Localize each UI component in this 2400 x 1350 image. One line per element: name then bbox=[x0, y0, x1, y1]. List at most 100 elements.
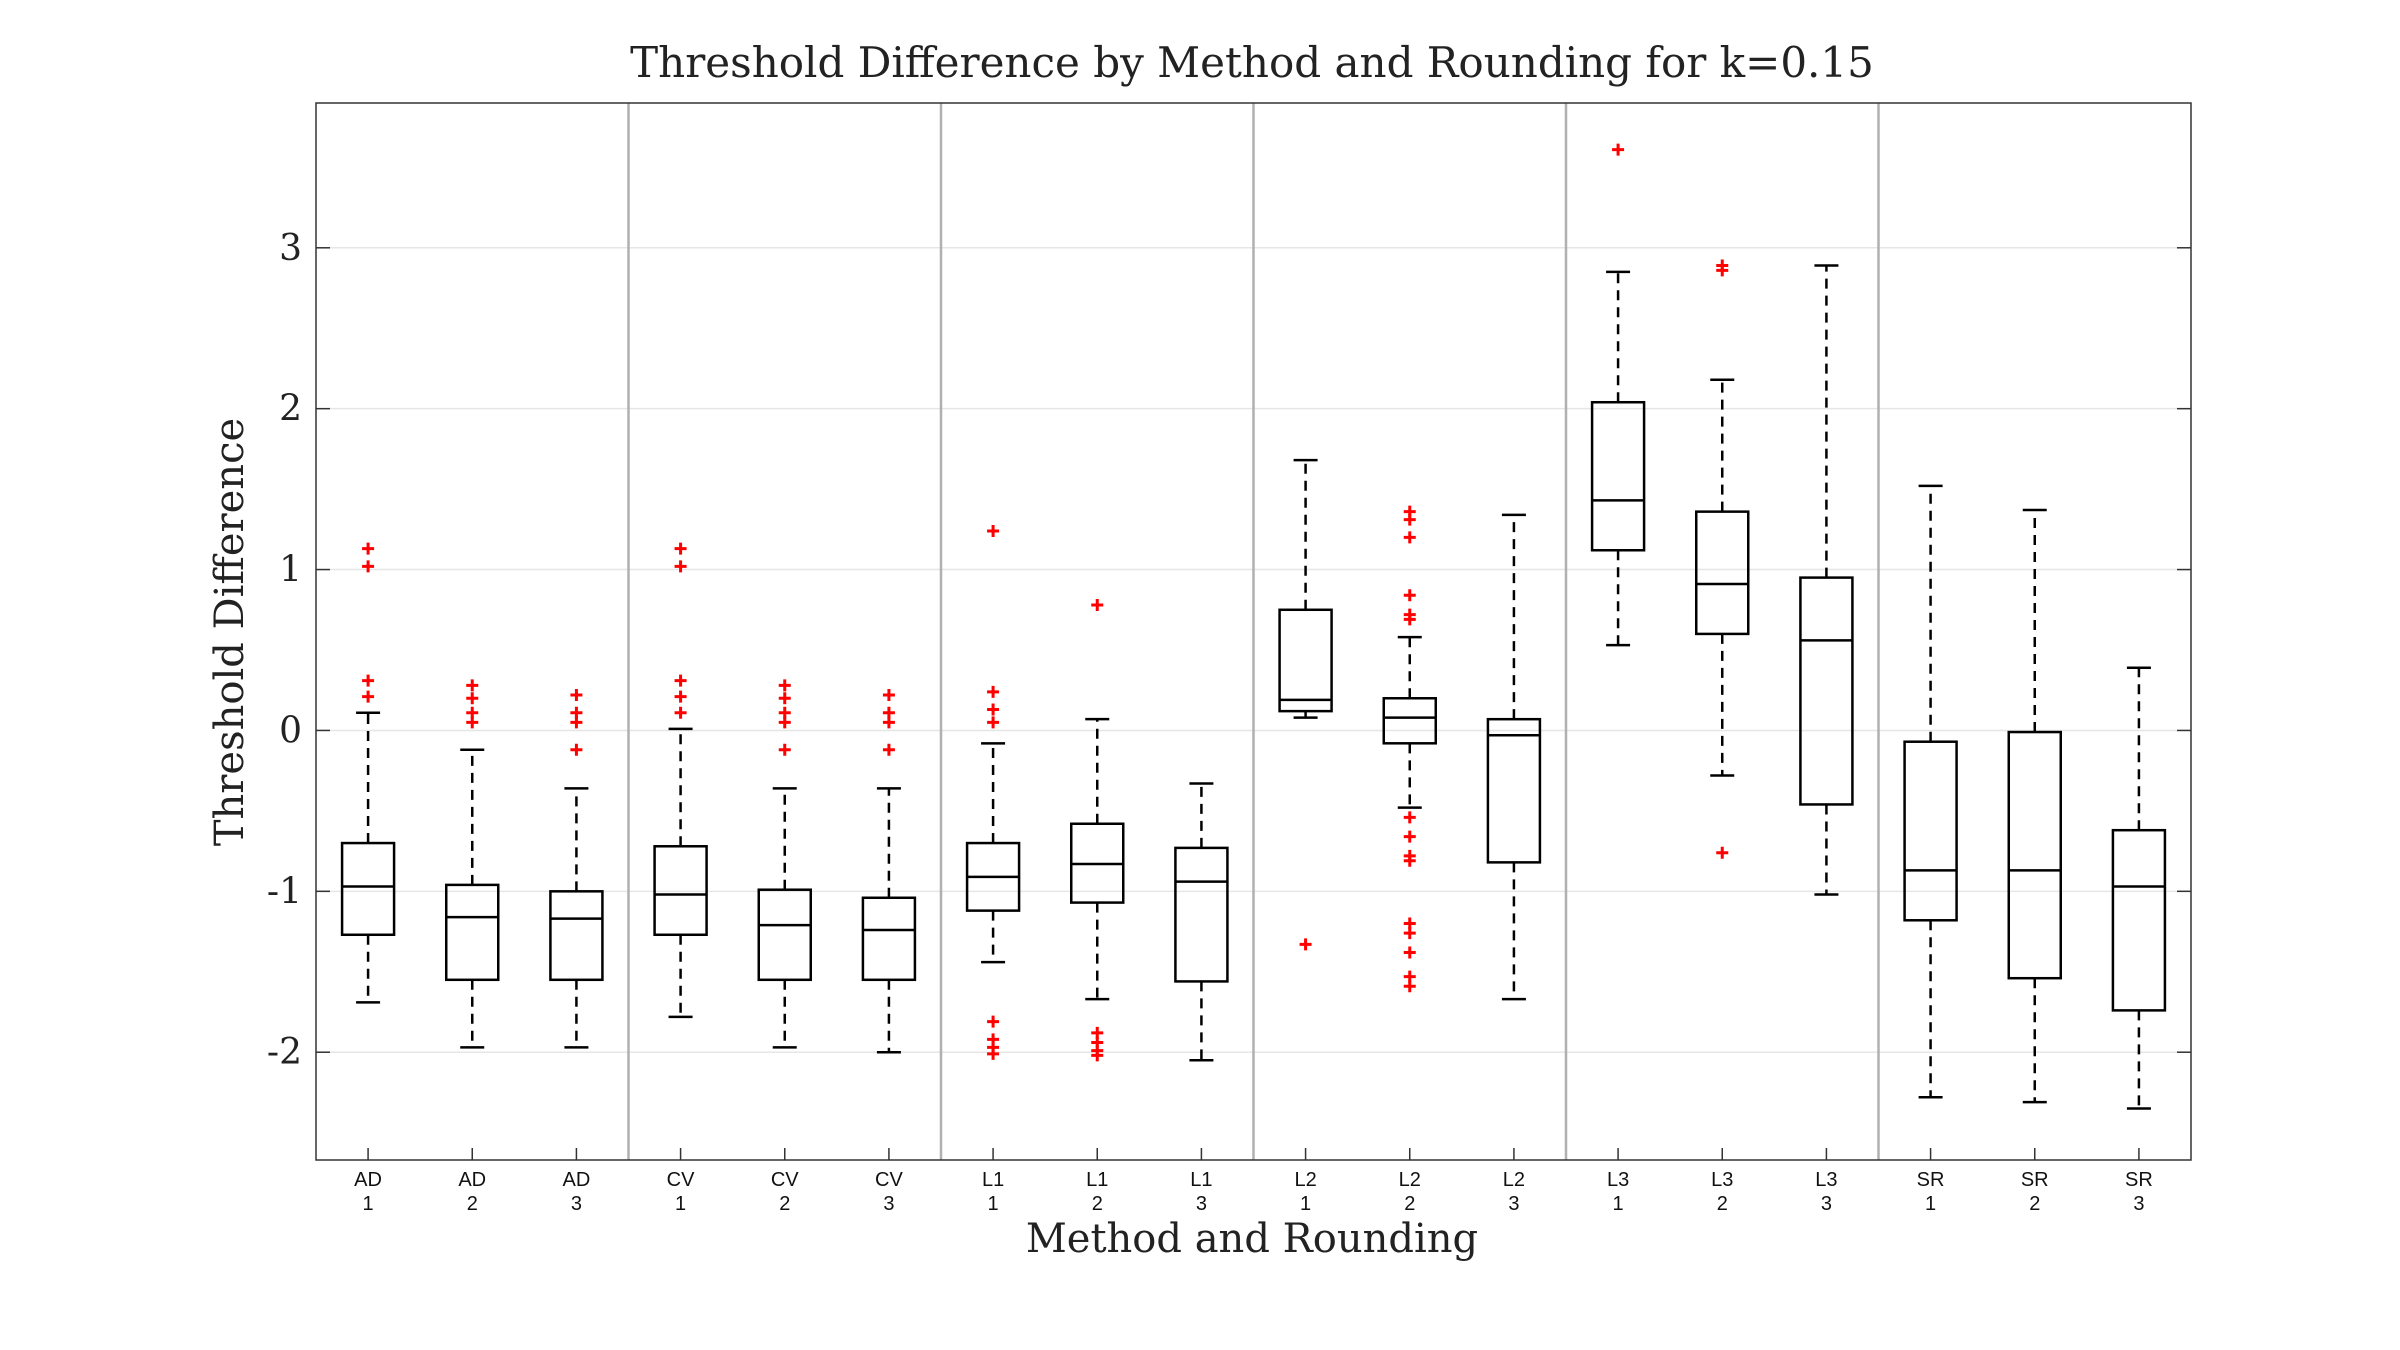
box-iqr bbox=[2111, 828, 2167, 1012]
outlier-marker bbox=[1403, 854, 1416, 867]
outlier-marker bbox=[1403, 946, 1416, 959]
outlier-marker bbox=[987, 716, 1000, 729]
box-ad-1 bbox=[340, 542, 396, 1004]
box-l3-3 bbox=[1799, 264, 1854, 896]
box-iqr bbox=[1278, 608, 1333, 713]
outlier-marker bbox=[570, 689, 583, 702]
outlier-marker bbox=[1612, 143, 1625, 156]
x-tick-label-method: AD bbox=[458, 1169, 486, 1191]
x-tick-label-rounding: 1 bbox=[988, 1193, 999, 1215]
y-tick-label: 0 bbox=[279, 710, 302, 751]
plot-frame bbox=[315, 102, 2192, 1161]
box-iqr bbox=[1903, 740, 1958, 922]
x-tick-label-method: CV bbox=[667, 1169, 695, 1191]
box-iqr bbox=[1174, 846, 1229, 983]
x-tick-label-rounding: 3 bbox=[883, 1193, 894, 1215]
x-tick-label-rounding: 3 bbox=[1821, 1193, 1832, 1215]
x-tick-label-method: CV bbox=[771, 1169, 799, 1191]
box-iqr bbox=[653, 845, 708, 937]
x-tick-label-rounding: 2 bbox=[1717, 1193, 1728, 1215]
y-axis-ticks: -2 -1 0 1 2 3 bbox=[267, 228, 2191, 1073]
outlier-marker bbox=[987, 524, 1000, 537]
x-tick-label-rounding: 2 bbox=[467, 1193, 478, 1215]
x-axis-label: Method and Rounding bbox=[1026, 1216, 1478, 1262]
x-tick-label-method: L1 bbox=[1190, 1169, 1212, 1191]
x-tick-label-method: L3 bbox=[1607, 1169, 1629, 1191]
box-l1-3 bbox=[1174, 782, 1229, 1062]
y-tick-label: 1 bbox=[279, 550, 302, 591]
outlier-marker bbox=[1091, 598, 1104, 611]
outlier-marker bbox=[674, 690, 687, 703]
box-l2-1 bbox=[1278, 458, 1333, 951]
outlier-marker bbox=[1403, 830, 1416, 843]
x-tick-label-method: L3 bbox=[1815, 1169, 1837, 1191]
outlier-marker bbox=[1403, 589, 1416, 602]
x-tick-label-rounding: 2 bbox=[779, 1193, 790, 1215]
group-separators bbox=[627, 103, 1880, 1160]
x-tick-label-rounding: 1 bbox=[1613, 1193, 1624, 1215]
outlier-marker bbox=[987, 1047, 1000, 1060]
outlier-marker bbox=[570, 716, 583, 729]
outlier-marker bbox=[362, 560, 375, 573]
outlier-marker bbox=[674, 706, 687, 719]
outlier-marker bbox=[778, 679, 791, 692]
x-tick-label-method: SR bbox=[2021, 1169, 2049, 1191]
box-iqr bbox=[2007, 730, 2062, 980]
x-tick-label-method: SR bbox=[2125, 1169, 2153, 1191]
x-tick-label-rounding: 1 bbox=[1300, 1193, 1311, 1215]
x-tick-label-rounding: 1 bbox=[675, 1193, 686, 1215]
y-tick-label: 3 bbox=[279, 228, 302, 269]
outlier-marker bbox=[362, 674, 375, 687]
outlier-marker bbox=[778, 743, 791, 756]
outlier-marker bbox=[466, 692, 479, 705]
outlier-marker bbox=[1403, 613, 1416, 626]
outlier-marker bbox=[1403, 811, 1416, 824]
outlier-marker bbox=[1716, 846, 1729, 859]
chart-title: Threshold Difference by Method and Round… bbox=[630, 38, 1874, 87]
outlier-marker bbox=[674, 560, 687, 573]
y-tick-label: -2 bbox=[267, 1032, 302, 1073]
x-tick-label-rounding: 2 bbox=[2029, 1193, 2040, 1215]
x-tick-label-rounding: 3 bbox=[1196, 1193, 1207, 1215]
x-tick-label-method: CV bbox=[875, 1169, 903, 1191]
outlier-marker bbox=[1091, 1049, 1104, 1062]
x-tick-label-rounding: 2 bbox=[1404, 1193, 1415, 1215]
outlier-marker bbox=[466, 716, 479, 729]
outlier-marker bbox=[466, 679, 479, 692]
outlier-marker bbox=[362, 542, 375, 555]
box-l3-2 bbox=[1695, 259, 1750, 859]
y-tick-label: 2 bbox=[279, 389, 302, 430]
outlier-marker bbox=[882, 689, 895, 702]
box-sr-1 bbox=[1903, 484, 1958, 1099]
x-tick-label-method: L2 bbox=[1503, 1169, 1525, 1191]
box-iqr bbox=[861, 896, 917, 982]
x-tick-label-method: L2 bbox=[1399, 1169, 1421, 1191]
box-sr-2 bbox=[2007, 508, 2062, 1104]
box-iqr bbox=[340, 841, 396, 937]
outlier-marker bbox=[882, 743, 895, 756]
outlier-marker bbox=[674, 542, 687, 555]
box-l1-2 bbox=[1070, 598, 1125, 1062]
box-iqr bbox=[757, 888, 812, 982]
box-series bbox=[340, 143, 2167, 1110]
outlier-marker bbox=[1403, 980, 1416, 993]
box-l2-2 bbox=[1382, 505, 1437, 993]
outlier-marker bbox=[778, 716, 791, 729]
outlier-marker bbox=[362, 690, 375, 703]
x-tick-label-rounding: 3 bbox=[2133, 1193, 2144, 1215]
outlier-marker bbox=[1299, 938, 1312, 951]
x-tick-label-rounding: 2 bbox=[1092, 1193, 1103, 1215]
box-sr-3 bbox=[2111, 666, 2167, 1110]
x-tick-label-rounding: 1 bbox=[363, 1193, 374, 1215]
outlier-marker bbox=[1403, 927, 1416, 940]
box-iqr bbox=[1799, 576, 1854, 806]
box-iqr bbox=[1382, 697, 1437, 745]
box-cv-1 bbox=[653, 542, 708, 1019]
outlier-marker bbox=[987, 1015, 1000, 1028]
x-tick-label-method: L2 bbox=[1294, 1169, 1316, 1191]
outlier-marker bbox=[1403, 531, 1416, 544]
outlier-marker bbox=[987, 703, 1000, 716]
box-l1-1 bbox=[965, 524, 1021, 1060]
